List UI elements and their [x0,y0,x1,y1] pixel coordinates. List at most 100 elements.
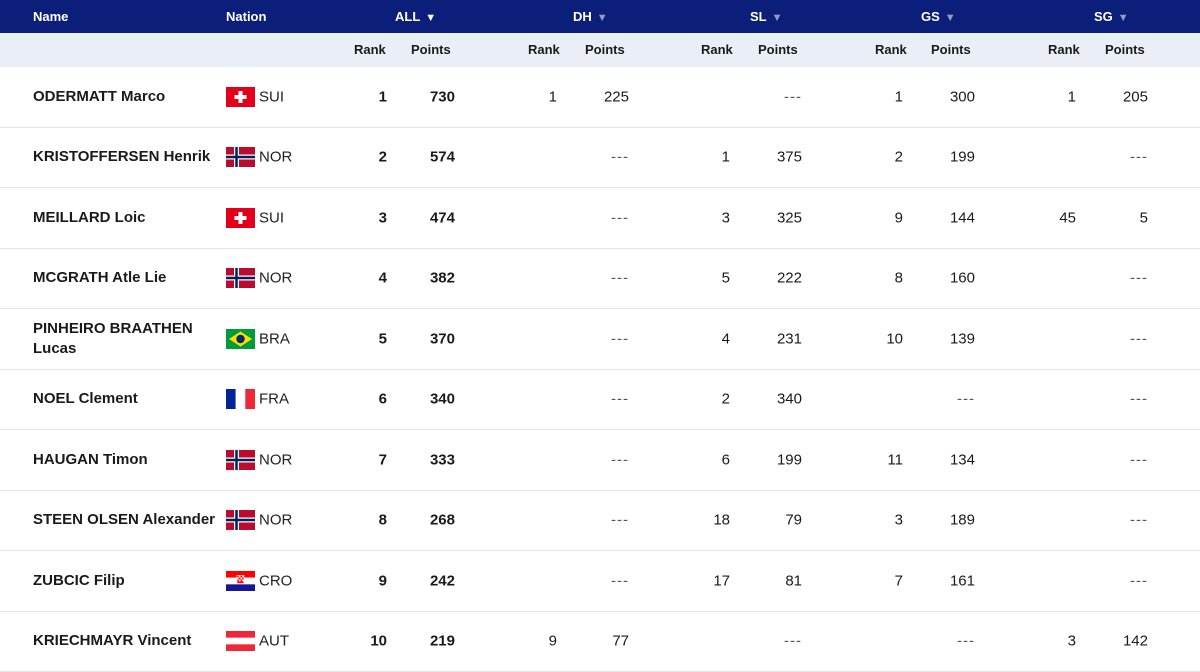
athlete-name[interactable]: NOEL Clement [33,389,223,409]
nation-code: NOR [259,270,292,287]
gs-rank: 1 [895,88,903,105]
sg-label: SG [1094,9,1113,24]
nation-code: NOR [259,512,292,529]
gs-points: 199 [950,149,975,166]
dh-points: 225 [604,88,629,105]
all-rank: 10 [370,633,387,650]
all-rank: 8 [379,512,387,529]
sl-rank: 3 [722,209,730,226]
athlete-name[interactable]: ODERMATT Marco [33,87,223,107]
sl-points: 375 [777,149,802,166]
nation-column-header[interactable]: Nation [226,9,266,24]
nor-flag-icon [226,510,255,530]
sg-column-header[interactable]: SG ▼ [1094,9,1129,24]
sg-rank: 3 [1068,633,1076,650]
sort-down-icon: ▼ [597,12,608,24]
sl-points: 325 [777,209,802,226]
table-row[interactable]: STEEN OLSEN Alexander NOR 8 268 --- 18 7… [0,491,1200,552]
all-column-header[interactable]: ALL▼ [395,9,436,24]
athlete-name[interactable]: PINHEIRO BRAATHEN Lucas [33,319,223,359]
sg-points: --- [1130,391,1148,408]
dh-rank: 1 [549,88,557,105]
table-row[interactable]: MCGRATH Atle Lie NOR 4 382 --- 5 222 8 1… [0,249,1200,310]
dh-points: --- [611,149,629,166]
gs-points: 189 [950,512,975,529]
sg-points: --- [1130,149,1148,166]
dh-rank-header: Rank [528,42,560,57]
gs-column-header[interactable]: GS▼ [921,9,956,24]
name-column-header[interactable]: Name [33,9,68,24]
dh-points: --- [611,451,629,468]
table-row[interactable]: NOEL Clement FRA 6 340 --- 2 340 --- --- [0,370,1200,431]
sl-rank: 4 [722,330,730,347]
all-points: 333 [430,451,455,468]
sl-rank: 6 [722,451,730,468]
sg-points: 142 [1123,633,1148,650]
gs-rank: 10 [886,330,903,347]
table-row[interactable]: HAUGAN Timon NOR 7 333 --- 6 199 11 134 … [0,430,1200,491]
table-row[interactable]: ZUBCIC Filip CRO 9 242 --- 17 81 7 161 -… [0,551,1200,612]
sl-points: 222 [777,270,802,287]
sl-points: 199 [777,451,802,468]
nation-code: AUT [259,633,289,650]
athlete-name[interactable]: KRIECHMAYR Vincent [33,631,223,651]
all-rank: 6 [379,391,387,408]
all-points: 242 [430,572,455,589]
sl-rank: 18 [713,512,730,529]
all-points: 382 [430,270,455,287]
dh-column-header[interactable]: DH▼ [573,9,608,24]
gs-rank-header: Rank [875,42,907,57]
sg-points: --- [1130,572,1148,589]
sort-down-icon: ▼ [1118,12,1129,24]
athlete-name[interactable]: ZUBCIC Filip [33,571,223,591]
dh-points: --- [611,270,629,287]
nation-code: SUI [259,88,284,105]
all-rank: 1 [379,88,387,105]
sl-points: 81 [785,572,802,589]
sg-rank-header: Rank [1048,42,1080,57]
sg-points: --- [1130,512,1148,529]
table-subheader: Rank Points Rank Points Rank Points Rank… [0,33,1200,67]
sui-flag-icon [226,208,255,228]
table-row[interactable]: KRISTOFFERSEN Henrik NOR 2 574 --- 1 375… [0,128,1200,189]
nation-code: FRA [259,391,289,408]
table-row[interactable]: KRIECHMAYR Vincent AUT 10 219 9 77 --- -… [0,612,1200,672]
dh-points-header: Points [585,42,625,57]
table-row[interactable]: PINHEIRO BRAATHEN Lucas BRA 5 370 --- 4 … [0,309,1200,370]
all-points: 370 [430,330,455,347]
sl-rank: 2 [722,391,730,408]
sl-points: 340 [777,391,802,408]
dh-points: --- [611,391,629,408]
sl-column-header[interactable]: SL ▼ [750,9,783,24]
athlete-name[interactable]: MCGRATH Atle Lie [33,268,223,288]
all-points: 219 [430,633,455,650]
all-points: 574 [430,149,455,166]
gs-rank: 11 [887,451,903,468]
bra-flag-icon [226,329,255,349]
gs-rank: 9 [895,209,903,226]
sl-points: --- [784,633,802,650]
nation-code: CRO [259,572,292,589]
nation-code: SUI [259,209,284,226]
dh-points: --- [611,512,629,529]
table-row[interactable]: MEILLARD Loic SUI 3 474 --- 3 325 9 144 … [0,188,1200,249]
sl-rank-header: Rank [701,42,733,57]
dh-points: --- [611,572,629,589]
table-row[interactable]: ODERMATT Marco SUI 1 730 1 225 --- 1 300… [0,67,1200,128]
athlete-name[interactable]: KRISTOFFERSEN Henrik [33,147,223,167]
all-rank: 5 [379,330,387,347]
athlete-name[interactable]: HAUGAN Timon [33,450,223,470]
all-points: 730 [430,88,455,105]
sl-points: 231 [777,330,802,347]
sl-label: SL [750,9,767,24]
all-points-header: Points [411,42,451,57]
dh-points: 77 [612,633,629,650]
nor-flag-icon [226,147,255,167]
sui-flag-icon [226,87,255,107]
fra-flag-icon [226,389,255,409]
sg-points: --- [1130,451,1148,468]
sort-down-icon: ▼ [772,12,783,24]
athlete-name[interactable]: MEILLARD Loic [33,208,223,228]
athlete-name[interactable]: STEEN OLSEN Alexander [33,510,223,530]
sl-points-header: Points [758,42,798,57]
